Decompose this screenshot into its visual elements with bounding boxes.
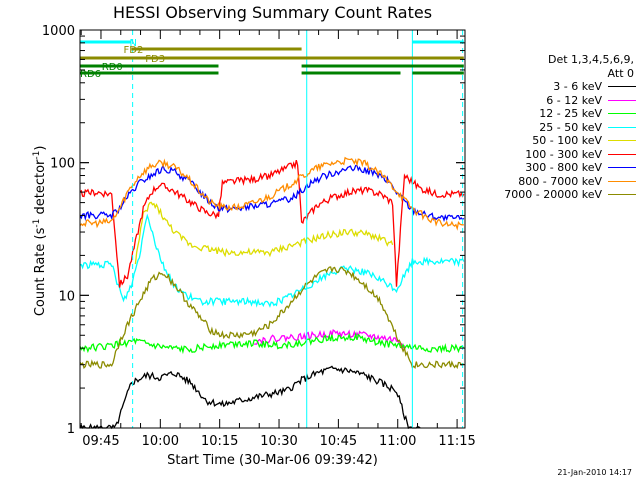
legend-entry: 3 - 6 keV (468, 80, 636, 94)
y-tick-label-1: 1 (67, 422, 75, 437)
legend-entry: 300 - 800 keV (468, 161, 636, 175)
legend: Det 1,3,4,5,6,9, Att 0 3 - 6 keV 6 - 12 k… (468, 53, 636, 202)
x-tick-label-1115: 11:15 (438, 434, 475, 449)
legend-swatch (608, 194, 636, 196)
legend-label: 800 - 7000 keV (518, 174, 602, 188)
legend-label: 6 - 12 keV (546, 93, 602, 107)
series-line-100to300keV (79, 159, 465, 288)
legend-entry: 12 - 25 keV (468, 107, 636, 121)
series-line-12to25keV (79, 331, 465, 355)
legend-entry: 6 - 12 keV (468, 94, 636, 108)
flag-label-rd6: RD6 (80, 69, 101, 80)
y-tick-label-1000: 1000 (42, 24, 75, 39)
y-tick-label-10: 10 (58, 289, 75, 304)
legend-label: 7000 - 20000 keV (504, 188, 602, 201)
x-tick-label-1045: 10:45 (320, 434, 357, 449)
legend-swatch (608, 99, 636, 101)
y-tick-label-100: 100 (50, 157, 75, 172)
legend-entry: 7000 - 20000 keV (468, 188, 636, 202)
legend-title-line2: Att 0 (607, 66, 634, 80)
y-label-sup2: -1 (31, 150, 42, 160)
flag-label-rd0: RD0 (102, 62, 123, 73)
x-tick-label-1015: 10:15 (201, 434, 238, 449)
legend-swatch (608, 86, 636, 88)
legend-label: 25 - 50 keV (539, 120, 602, 134)
plot-frame (79, 29, 466, 429)
legend-entry: 50 - 100 keV (468, 134, 636, 148)
legend-title-line1: Det 1,3,4,5,6,9, (547, 53, 634, 66)
legend-rows: 3 - 6 keV 6 - 12 keV 12 - 25 keV 25 - 50 ke… (468, 80, 636, 202)
series-line-800to7000keV (79, 156, 464, 231)
flag-label-n: N (129, 38, 136, 49)
legend-entry: 25 - 50 keV (468, 121, 636, 135)
series-line-25to50keV (79, 213, 465, 308)
chart-title: HESSI Observing Summary Count Rates (112, 3, 433, 22)
flag-label-fd3: FD3 (145, 54, 165, 65)
y-label-part3: ) (33, 145, 49, 151)
legend-entry: 100 - 300 keV (468, 148, 636, 162)
legend-swatch (608, 126, 636, 128)
legend-swatch (608, 113, 636, 115)
series-line-7000to20000keV (79, 266, 465, 370)
x-tick-label-0945: 09:45 (82, 434, 119, 449)
y-label-part1: Count Rate (s (33, 227, 49, 317)
y-axis-label: Count Rate (s-1 detector-1) (31, 146, 49, 317)
legend-label: 50 - 100 keV (532, 134, 602, 147)
series-line-3to6keV (79, 365, 421, 430)
x-tick-label-1000: 10:00 (142, 434, 179, 449)
legend-swatch (608, 180, 636, 182)
legend-label: 12 - 25 keV (539, 107, 602, 120)
legend-swatch (608, 153, 636, 155)
x-tick-label-1030: 10:30 (260, 434, 297, 449)
x-axis-label: Start Time (30-Mar-06 09:39:42) (167, 453, 378, 468)
x-tick-label-1100: 11:00 (379, 434, 416, 449)
y-label-part2: detector (33, 159, 49, 219)
legend-swatch (608, 167, 636, 169)
y-label-sup1: -1 (31, 218, 42, 228)
legend-entry: 800 - 7000 keV (468, 175, 636, 189)
flag-label-fd2: FD2 (124, 45, 144, 56)
legend-swatch (608, 140, 636, 142)
legend-label: 3 - 6 keV (553, 80, 602, 93)
footer-timestamp: 21-Jan-2010 14:17 (557, 468, 632, 477)
series-line-50to100keV (134, 201, 394, 265)
legend-label: 100 - 300 keV (525, 147, 602, 161)
legend-label: 300 - 800 keV (525, 161, 602, 174)
